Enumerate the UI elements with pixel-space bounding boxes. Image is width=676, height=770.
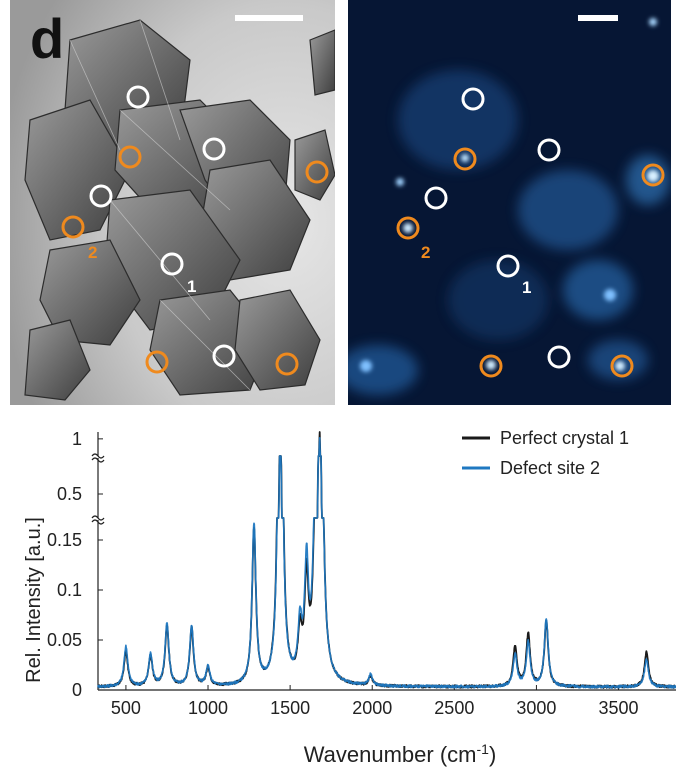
orange-circle bbox=[145, 350, 169, 374]
y-axis-break bbox=[91, 519, 105, 525]
y-axis-label: Rel. Intensity [a.u.] bbox=[23, 517, 45, 683]
white-circle bbox=[202, 137, 226, 161]
brightfield-image: 1 2 d bbox=[10, 0, 335, 405]
white-circle bbox=[424, 186, 448, 210]
bright-spots bbox=[360, 18, 659, 372]
white-circle bbox=[537, 138, 561, 162]
marker-label-1: 1 bbox=[522, 278, 531, 297]
scale-bar bbox=[578, 15, 618, 21]
orange-circle bbox=[610, 354, 634, 378]
white-circle bbox=[547, 345, 571, 369]
x-tick-label: 3000 bbox=[516, 698, 556, 718]
orange-circle bbox=[305, 160, 329, 184]
y-tick-label: 0.5 bbox=[57, 484, 82, 504]
marker-label-2: 2 bbox=[88, 243, 97, 262]
y-tick-label: 0 bbox=[72, 680, 82, 700]
marker-label-2: 2 bbox=[421, 243, 430, 262]
crystal-edges bbox=[69, 19, 251, 391]
panel-letter: d bbox=[30, 7, 65, 70]
y-tick-label: 0.05 bbox=[47, 630, 82, 650]
x-tick-label: 1500 bbox=[270, 698, 310, 718]
y-tick-label: 0.1 bbox=[57, 580, 82, 600]
marker-label-1: 1 bbox=[187, 277, 196, 296]
x-tick-label: 2500 bbox=[434, 698, 474, 718]
y-axis-break bbox=[91, 453, 105, 459]
legend-label: Defect site 2 bbox=[500, 458, 600, 478]
chart-series bbox=[97, 431, 676, 689]
diffuse-signal bbox=[348, 70, 670, 395]
white-circle bbox=[126, 85, 150, 109]
series-line-defect-site bbox=[97, 437, 676, 689]
raman-map-image: 1 2 bbox=[348, 0, 671, 405]
crystal-cluster bbox=[24, 19, 335, 401]
orange-circle bbox=[396, 216, 420, 240]
chart-legend: Perfect crystal 1 Defect site 2 bbox=[462, 428, 629, 478]
white-circle bbox=[496, 254, 520, 278]
measurement-circles bbox=[396, 87, 665, 378]
white-circle bbox=[89, 184, 113, 208]
y-tick-label: 0.15 bbox=[47, 530, 82, 550]
y-axis-break bbox=[91, 457, 105, 463]
x-tick-label: 3500 bbox=[599, 698, 639, 718]
scale-bar bbox=[235, 15, 303, 21]
x-tick-label: 500 bbox=[111, 698, 141, 718]
white-circle bbox=[160, 252, 184, 276]
x-axis-label: Wavenumber (cm-1) bbox=[304, 741, 497, 767]
y-axis-break bbox=[91, 515, 105, 521]
chart-axes: 500 1000 1500 2000 2500 3000 3500 0 0.05 0.1 0.15 0… bbox=[47, 429, 676, 718]
orange-circle bbox=[61, 215, 85, 239]
measurement-circles bbox=[61, 85, 329, 376]
raman-spectrum-chart: 500 1000 1500 2000 2500 3000 3500 0 0.05 0.1 0.15 0… bbox=[23, 428, 676, 767]
orange-circle bbox=[479, 354, 503, 378]
x-tick-label: 1000 bbox=[188, 698, 228, 718]
white-circle bbox=[461, 87, 485, 111]
orange-circle bbox=[275, 352, 299, 376]
orange-circle bbox=[118, 145, 142, 169]
white-circle bbox=[212, 344, 236, 368]
y-tick-label: 1 bbox=[72, 429, 82, 449]
x-tick-label: 2000 bbox=[352, 698, 392, 718]
orange-circle bbox=[453, 147, 477, 171]
raman-map-svg: 1 2 bbox=[348, 0, 671, 405]
legend-label: Perfect crystal 1 bbox=[500, 428, 629, 448]
orange-circle bbox=[641, 163, 665, 187]
brightfield-svg: 1 2 bbox=[10, 0, 335, 405]
